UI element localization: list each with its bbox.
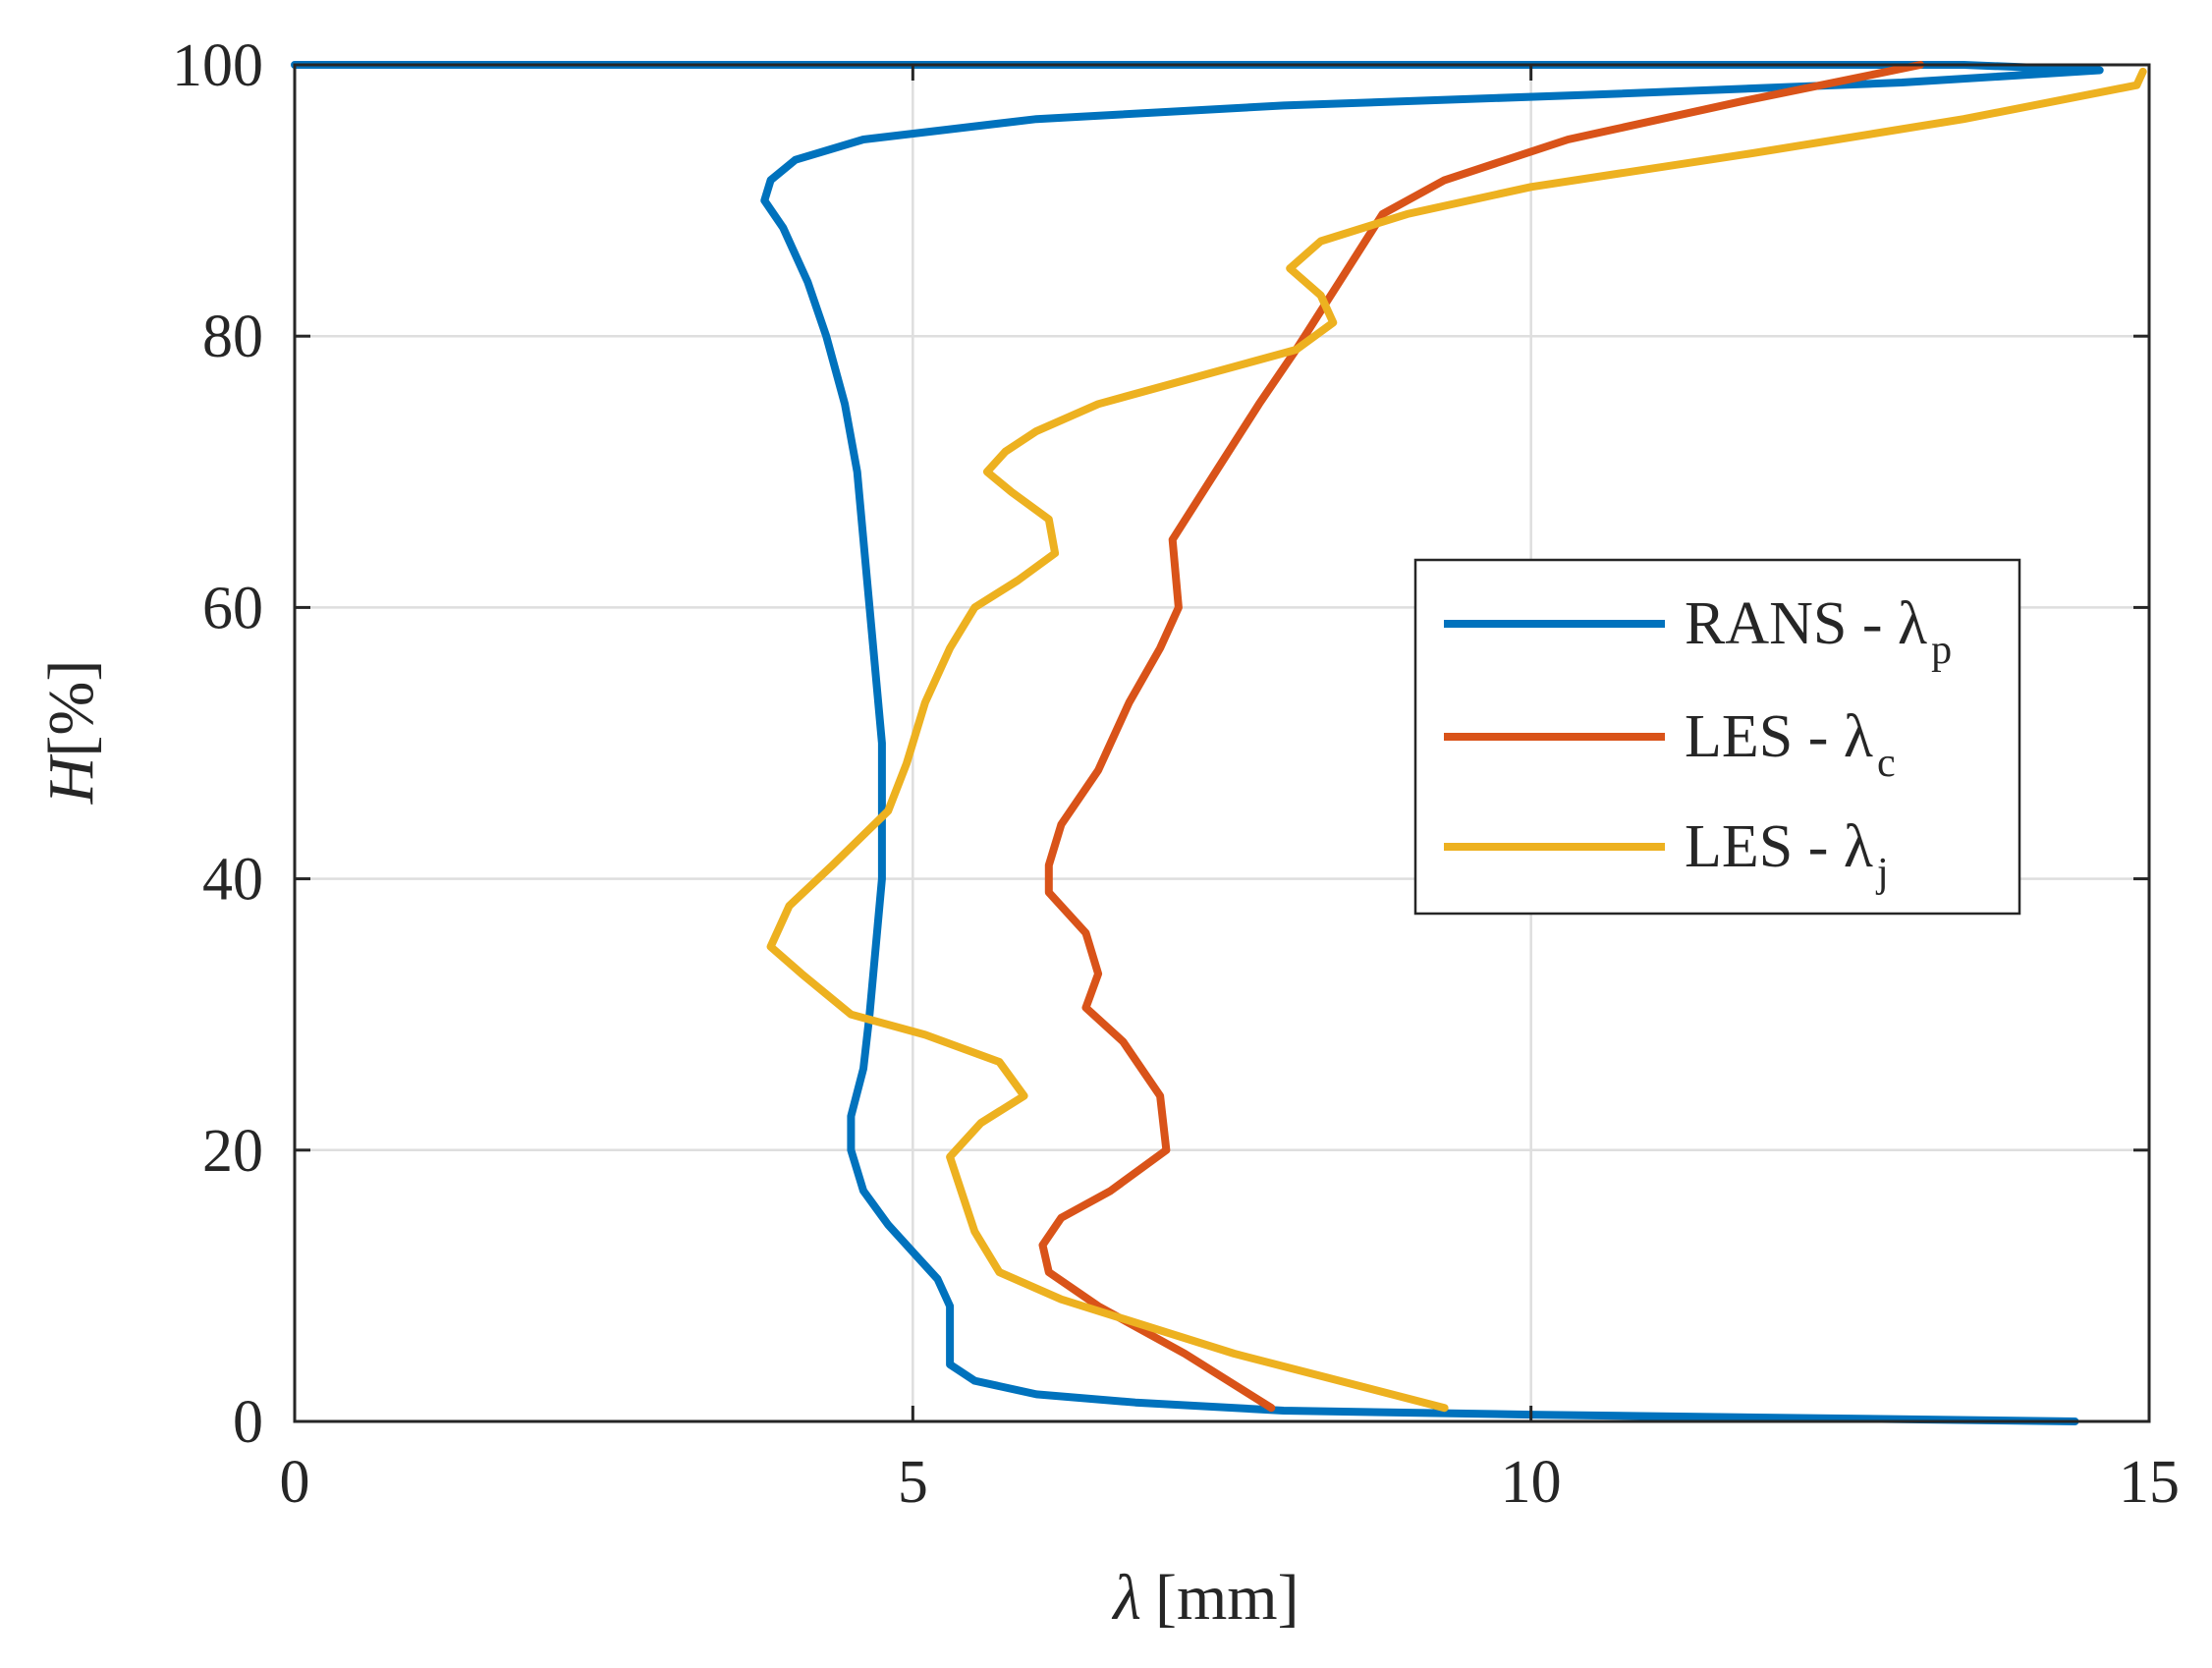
y-tick-label: 0 — [233, 1389, 263, 1456]
legend: RANS - λp LES - λc LES - λj — [1413, 558, 2021, 916]
y-tick-label: 40 — [202, 847, 263, 914]
y-axis-title: H[%] — [35, 660, 107, 806]
x-tick-label: 5 — [898, 1449, 928, 1516]
axis-ticks — [293, 63, 2151, 1423]
series-line-rans — [291, 61, 2104, 1425]
x-axis-unit: [mm] — [1155, 1562, 1300, 1634]
y-tick-label: 100 — [172, 32, 263, 99]
x-tick-labels: 0 5 10 15 — [280, 1449, 2181, 1516]
y-tick-labels: 0 20 40 60 80 100 — [172, 32, 263, 1456]
series-line-les-c — [1038, 61, 1925, 1413]
axes-box — [293, 63, 2151, 1423]
x-axis-title: λ [mm] — [1111, 1562, 1299, 1634]
x-axis-symbol: λ — [1111, 1562, 1141, 1634]
series-line-les-j — [766, 67, 2147, 1413]
y-axis-unit: [%] — [35, 660, 107, 757]
x-tick-label: 15 — [2119, 1449, 2180, 1516]
y-tick-label: 20 — [202, 1118, 263, 1185]
legend-label-rans: RANS - λp — [1685, 590, 1952, 673]
x-tick-label: 10 — [1501, 1449, 1562, 1516]
y-tick-label: 80 — [202, 304, 263, 370]
legend-label-les-j: LES - λj — [1685, 813, 1889, 896]
legend-label-les-c: LES - λc — [1685, 703, 1896, 786]
y-axis-symbol: H — [35, 753, 107, 805]
data-series — [291, 61, 2147, 1425]
y-tick-label: 60 — [202, 575, 263, 641]
x-tick-label: 0 — [280, 1449, 310, 1516]
